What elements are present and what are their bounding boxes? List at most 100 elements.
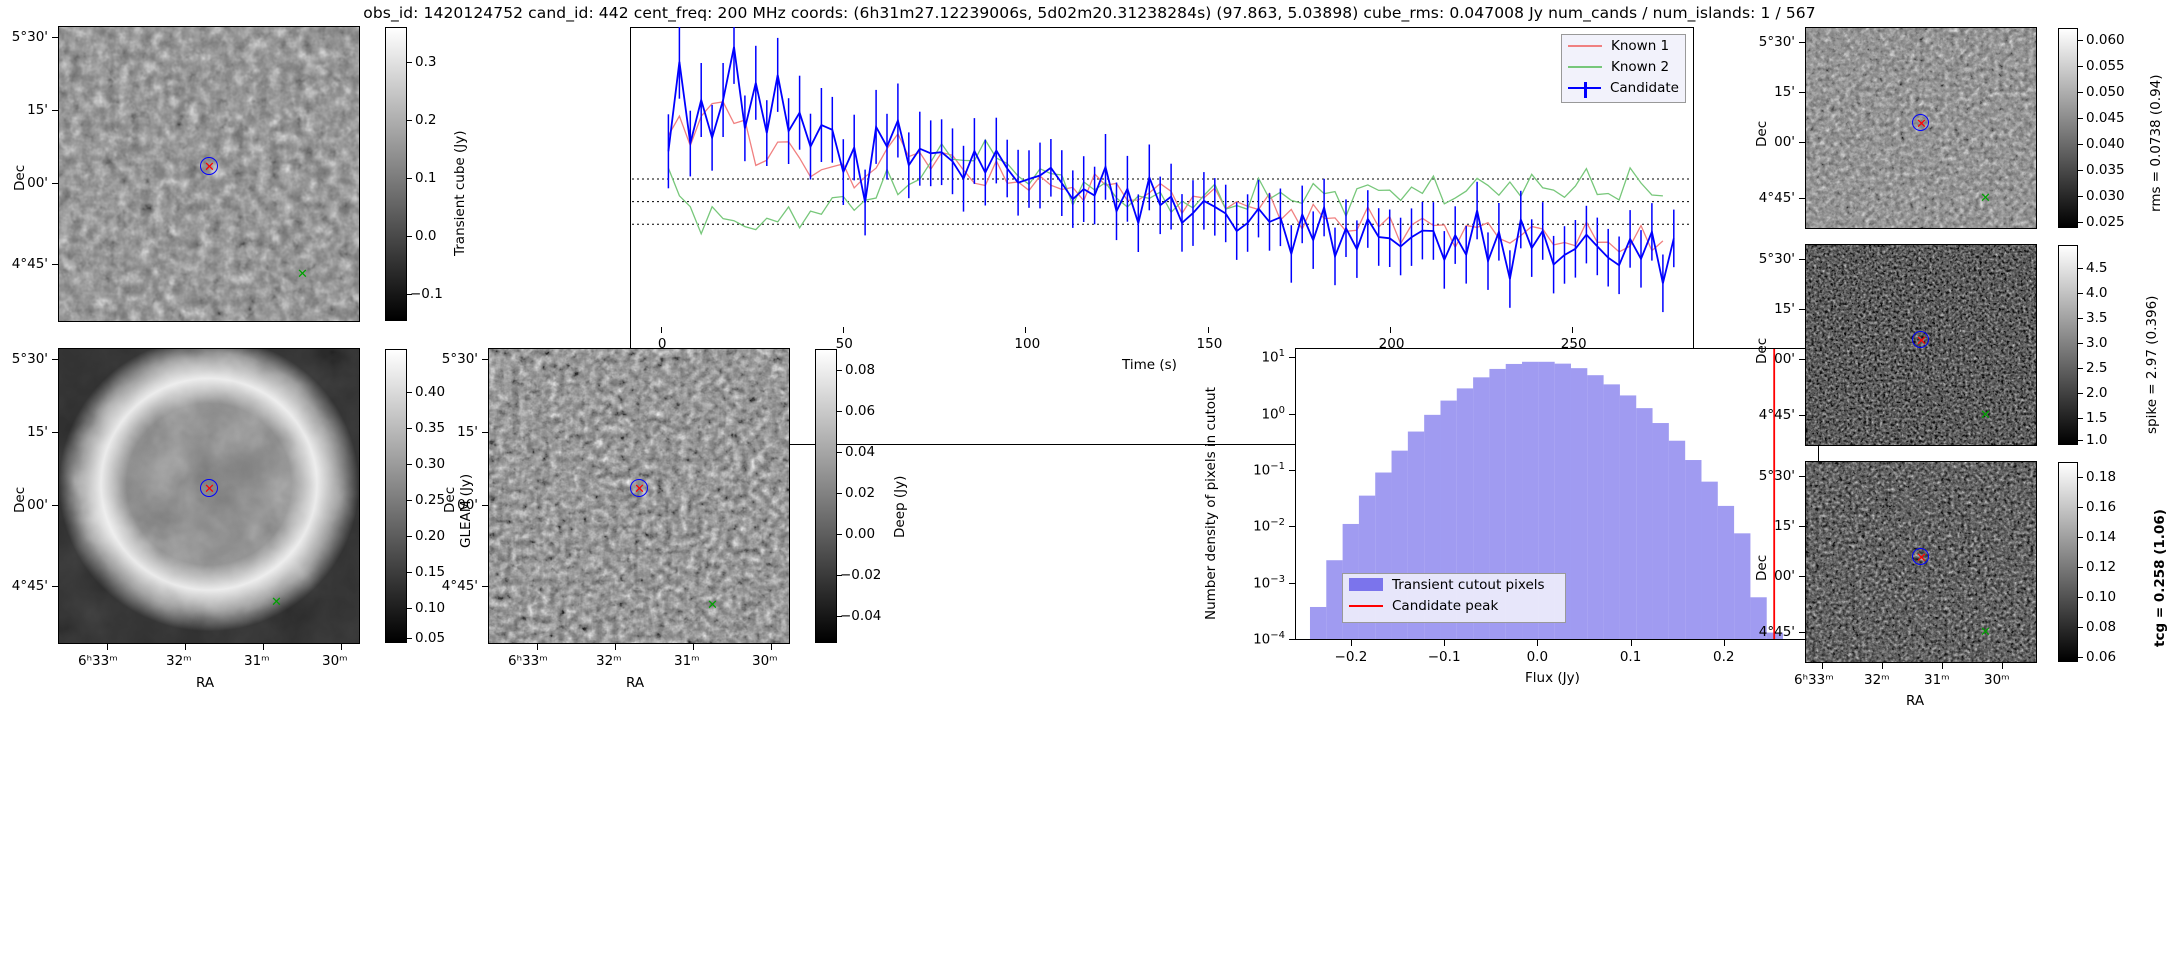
spike-cb-tick-0: 4.5 (2086, 260, 2108, 276)
histogram-panel-group: 101 100 10−1 10−2 10−3 10−4 Number density of… (1185, 348, 1828, 960)
lightcurve-xtick (1207, 327, 1209, 333)
histogram-xlabel: Flux (Jy) (1525, 670, 1580, 686)
transient-cube-colorbar-label: Transient cube (Jy) (452, 130, 468, 256)
dec-tick-0: 5°30' (1758, 34, 1795, 50)
histogram-xtick-label: 0.0 (1526, 649, 1549, 665)
spike-image[interactable]: ✕ ✕ (1805, 244, 2037, 446)
histogram-bar (1685, 460, 1702, 639)
ra-axis-label: RA (196, 675, 215, 691)
transient-cb-tick-3: 0.0 (415, 228, 437, 244)
histogram-bar (1701, 481, 1718, 639)
rms-colorbar-label: rms = 0.0738 (0.94) (2148, 74, 2164, 212)
spike-cb-tick-1: 4.0 (2086, 285, 2108, 301)
lightcurve-xtick-label: 150 (1196, 336, 1223, 352)
legend-label: Candidate (1609, 79, 1679, 96)
legend-item-transient-pixels: Transient cutout pixels (1343, 574, 1565, 595)
dec-tick-3: 4°45' (1758, 190, 1795, 206)
dec-tick-1: 15' (1774, 518, 1795, 534)
spike-cb-tick-5: 2.0 (2086, 385, 2108, 401)
known2-marker: ✕ (1980, 191, 1991, 206)
tcg-colorbar (2058, 462, 2078, 662)
deep-cb-tick-2: 0.04 (845, 444, 876, 460)
gleam-colorbar (385, 349, 407, 643)
tcg-colorbar-label: tcg = 0.258 (1.06) (2152, 509, 2168, 647)
histogram-xtick-label: 0.1 (1619, 649, 1642, 665)
dec-tick-3: 4°45' (1758, 624, 1795, 640)
dec-tick-2: 00' (1774, 134, 1795, 150)
ra-tick-1: 32ᵐ (1864, 672, 1890, 688)
histogram-ytick-label: 10−2 (1253, 517, 1285, 535)
histogram-ytick-label: 101 (1261, 348, 1285, 366)
lightcurve-xtick (1025, 327, 1027, 333)
known2-line-swatch (1568, 65, 1602, 68)
dec-axis-label: Dec (1754, 120, 1770, 147)
spike-cb-tick-4: 2.5 (2086, 360, 2108, 376)
dec-tick-1: 15' (457, 424, 478, 440)
rms-cb-tick-5: 0.035 (2086, 162, 2125, 178)
dec-tick-1: 15' (1774, 84, 1795, 100)
histogram-ytick-label: 10−3 (1253, 573, 1285, 592)
tcg-cb-tick-6: 0.06 (2086, 649, 2117, 665)
lightcurve-panel[interactable]: 0 50 100 150 200 250 Time (s) Known 1 Known 2… (630, 27, 1694, 445)
histogram-bar (1668, 440, 1686, 639)
deep-colorbar (815, 349, 837, 643)
dec-axis-label: Dec (442, 486, 458, 513)
known1-series (667, 101, 1664, 253)
deep-image[interactable]: ✕ ✕ (488, 348, 790, 644)
dec-tick-2: 00' (457, 497, 478, 513)
legend-item-candidate: Candidate (1562, 77, 1685, 98)
legend-label: Known 2 (1611, 58, 1670, 75)
deep-colorbar-label: Deep (Jy) (892, 475, 908, 538)
candidate-circle (200, 157, 218, 175)
reference-lines (632, 178, 1692, 225)
legend-item-known2: Known 2 (1562, 56, 1685, 77)
lightcurve-xtick (1571, 327, 1573, 333)
tcg-cb-tick-0: 0.18 (2086, 469, 2117, 485)
tcg-cb-tick-2: 0.14 (2086, 529, 2117, 545)
histogram-xtick-label: −0.1 (1427, 649, 1461, 665)
lightcurve-legend: Known 1 Known 2 Candidate (1561, 34, 1686, 103)
histogram-ytick (1289, 413, 1295, 415)
rms-cb-tick-1: 0.055 (2086, 58, 2125, 74)
dec-axis-label: Dec (12, 164, 28, 191)
known2-series (667, 138, 1663, 236)
known1-line-swatch (1568, 44, 1602, 47)
gleam-cb-tick-2: 0.30 (415, 456, 446, 472)
candidate-errorbars (667, 27, 1675, 313)
spike-cb-tick-7: 1.0 (2086, 432, 2108, 448)
gleam-image[interactable]: ✕ ✕ (58, 348, 360, 644)
histogram-bar (1326, 560, 1343, 639)
lightcurve-xtick (843, 327, 845, 333)
ra-tick-2: 31ᵐ (674, 653, 700, 669)
histogram-bar (1587, 375, 1604, 639)
ra-axis-label: RA (1906, 693, 1925, 709)
dec-tick-1: 15' (1774, 301, 1795, 317)
lightcurve-plot (632, 27, 1692, 313)
dec-axis-label: Dec (1754, 554, 1770, 581)
tcg-image[interactable]: ✕ ✕ (1805, 461, 2037, 663)
spike-noise (1806, 245, 2036, 445)
transient-cube-image[interactable]: ✕ ✕ (58, 26, 360, 322)
gleam-cb-tick-7: 0.05 (415, 630, 446, 646)
known2-marker: ✕ (297, 267, 308, 282)
histogram-ytick-label: 10−4 (1253, 630, 1285, 648)
spike-panel-group: ✕ ✕ 5°30' 15' 00' 4°45' Dec 4.5 4.0 3.5 … (1740, 244, 2179, 452)
histogram-xtick (1444, 640, 1446, 646)
rms-image[interactable]: ✕ ✕ (1805, 27, 2037, 229)
gleam-cb-tick-5: 0.15 (415, 564, 446, 580)
candidate-circle (1912, 331, 1929, 348)
histogram-bar (1603, 384, 1620, 639)
dec-tick-3: 4°45' (11, 256, 48, 272)
candidate-circle (200, 479, 218, 497)
candidate-circle (1912, 548, 1929, 565)
ra-tick-1: 32ᵐ (166, 653, 192, 669)
rms-cb-tick-2: 0.050 (2086, 84, 2125, 100)
gleam-cb-tick-4: 0.20 (415, 528, 446, 544)
dec-tick-2: 00' (1774, 351, 1795, 367)
histogram-xtick-label: −0.2 (1334, 649, 1368, 665)
legend-label: Transient cutout pixels (1392, 576, 1545, 593)
dec-tick-0: 5°30' (1758, 468, 1795, 484)
spike-cb-tick-2: 3.5 (2086, 310, 2108, 326)
dec-tick-2: 00' (1774, 568, 1795, 584)
legend-label: Candidate peak (1392, 597, 1499, 614)
